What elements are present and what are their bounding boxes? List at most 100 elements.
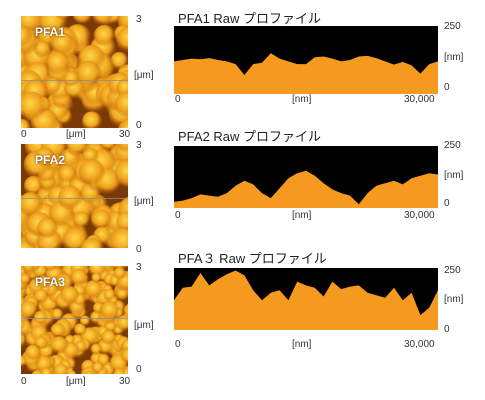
panel-pfa1: PFA1 3 [μm] 0 0 [μm] 30 PFA1 Raw プロファイル … <box>0 8 485 140</box>
panel-pfa2: PFA2 3 [μm] 0 PFA2 Raw プロファイル 250 [nm] 0… <box>0 128 485 258</box>
profile-area-series <box>174 270 438 330</box>
afm-z-unit: [μm] <box>134 70 154 81</box>
profile-title: PFA３ Raw プロファイル <box>178 251 327 266</box>
profile-x-unit: [nm] <box>292 210 312 221</box>
afm-grain <box>53 363 69 374</box>
scan-line <box>21 198 128 199</box>
afm-z-max: 3 <box>136 140 142 151</box>
profile-x-unit: [nm] <box>292 339 312 350</box>
afm-grain <box>55 16 71 21</box>
afm-grain <box>51 308 64 321</box>
profile-plot <box>174 146 438 208</box>
afm-grain <box>22 266 36 273</box>
profile-title: PFA2 Raw プロファイル <box>178 129 322 144</box>
profile-area-series <box>174 53 438 94</box>
afm-z-min: 0 <box>136 364 142 375</box>
profile-x-max: 30,000 <box>404 94 435 105</box>
afm-grain <box>114 159 128 188</box>
afm-grain <box>45 51 70 76</box>
afm-grain <box>33 310 48 325</box>
profile-y-min: 0 <box>444 198 450 209</box>
afm-grain <box>117 118 128 128</box>
afm-grain <box>116 144 128 154</box>
afm-z-min: 0 <box>136 120 142 131</box>
afm-image-pfa2: PFA2 <box>21 144 128 248</box>
afm-grain <box>73 323 87 337</box>
afm-grain <box>35 147 55 168</box>
afm-grain <box>40 367 54 374</box>
afm-grain <box>50 336 69 355</box>
afm-grain <box>116 26 128 53</box>
scan-line <box>21 318 128 319</box>
profile-title: PFA1 Raw プロファイル <box>178 11 322 26</box>
profile-x-max: 30,000 <box>404 210 435 221</box>
afm-grain <box>70 268 88 286</box>
afm-grain <box>21 25 32 48</box>
profile-y-min: 0 <box>444 324 450 335</box>
afm-grain <box>53 266 66 270</box>
afm-grain <box>101 329 117 346</box>
afm-grain <box>113 267 127 280</box>
afm-grain <box>21 319 26 331</box>
afm-x-max: 30 <box>119 376 131 387</box>
afm-grain <box>72 16 92 25</box>
afm-grain <box>84 370 95 374</box>
afm-grain <box>73 211 90 229</box>
afm-grain <box>58 164 77 184</box>
afm-grain <box>45 77 62 94</box>
afm-grain <box>113 368 126 374</box>
afm-grain <box>62 227 89 248</box>
afm-grain <box>81 111 103 128</box>
profile-chart-pfa3 <box>174 268 438 330</box>
afm-x-min: 0 <box>21 129 27 140</box>
afm-grain <box>100 301 120 320</box>
afm-z-unit: [μm] <box>134 196 154 207</box>
panel-pfa3: PFA3 3 [μm] 0 0 [μm] 30 PFA３ Raw プロファイル … <box>0 250 485 387</box>
profile-x-max: 30,000 <box>404 339 435 350</box>
afm-grain <box>50 322 66 339</box>
afm-grain <box>91 209 112 230</box>
afm-grain <box>114 91 128 118</box>
afm-grain <box>65 144 90 157</box>
afm-grain <box>116 315 128 332</box>
afm-grain <box>63 70 80 87</box>
afm-z-min: 0 <box>136 244 142 255</box>
afm-grain <box>43 266 58 272</box>
profile-x-unit: [nm] <box>292 94 312 105</box>
afm-surface-pfa1 <box>21 16 128 128</box>
afm-label: PFA2 <box>35 153 66 167</box>
afm-grain <box>121 347 128 364</box>
afm-grain <box>21 273 31 285</box>
profile-y-unit: [nm] <box>444 52 464 63</box>
afm-surface-pfa3 <box>21 266 128 374</box>
afm-grain <box>91 272 102 284</box>
afm-label: PFA3 <box>35 275 66 289</box>
profile-chart-pfa2 <box>174 146 438 208</box>
afm-grain <box>110 227 128 248</box>
afm-grain <box>38 16 68 37</box>
scan-line <box>21 80 128 81</box>
profile-y-max: 250 <box>444 140 461 151</box>
afm-grain <box>25 344 42 361</box>
afm-grain <box>21 91 47 121</box>
afm-grain <box>21 300 39 320</box>
afm-grain <box>60 285 80 305</box>
afm-grain <box>90 343 103 356</box>
afm-grain <box>103 288 116 302</box>
afm-grain <box>91 361 104 374</box>
afm-grain <box>92 16 114 26</box>
afm-grain <box>80 237 104 248</box>
profile-x-min: 0 <box>175 210 181 221</box>
afm-x-unit: [μm] <box>66 129 86 140</box>
profile-y-unit: [nm] <box>444 294 464 305</box>
afm-grain <box>21 118 32 128</box>
afm-x-unit: [μm] <box>66 376 86 387</box>
afm-image-pfa3: PFA3 <box>21 266 128 374</box>
afm-grain <box>93 24 116 47</box>
profile-x-min: 0 <box>175 94 181 105</box>
afm-z-max: 3 <box>136 14 142 25</box>
afm-grain <box>51 32 74 56</box>
profile-y-unit: [nm] <box>444 170 464 181</box>
afm-grain <box>116 211 128 233</box>
afm-x-min: 0 <box>21 376 27 387</box>
